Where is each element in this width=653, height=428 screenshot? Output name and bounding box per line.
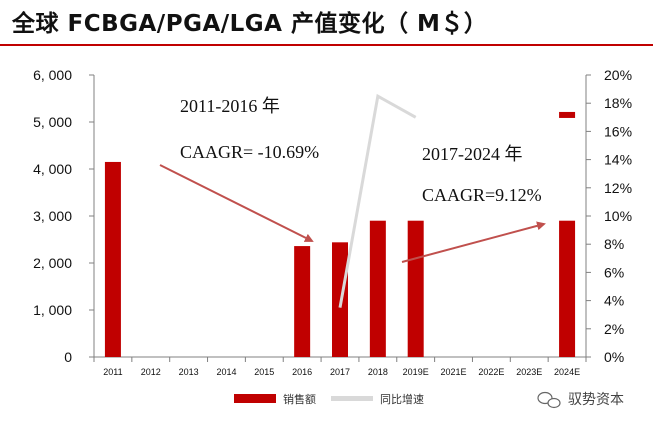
legend-swatch-sales [234,394,276,403]
y2-tick-label: 16% [604,123,632,139]
annotation-arrow-2011-2016 [159,164,314,242]
legend: 销售额 同比增速 [234,392,424,406]
y-tick-label: 2, 000 [33,255,72,271]
bar [407,220,424,357]
y-tick-label: 4, 000 [33,161,72,177]
annotation-arrow-2017-2024 [401,221,546,263]
x-tick-label: 2021E [441,367,467,377]
y-tick-label: 1, 000 [33,302,72,318]
y2-tick-label: 14% [604,152,632,168]
growth-line [338,93,417,308]
x-tick-label: 2014 [216,367,236,377]
y2-tick-label: 2% [604,321,624,337]
y-tick-labels-left: 0 1, 000 2, 000 3, 000 4, 000 5, 000 6, 000 [33,67,72,365]
page-title: 全球 FCBGA/PGA/LGA 产值变化（ M＄） [12,11,488,37]
legend-label-sales: 销售额 [283,392,316,406]
bar [369,220,386,357]
wechat-icon [537,391,561,409]
watermark-text: 驭势资本 [568,392,624,408]
x-tick-label: 2015 [254,367,274,377]
x-tick-label: 2016 [292,367,312,377]
y2-tick-label: 6% [604,264,624,280]
y2-tick-label: 12% [604,180,632,196]
x-tick-label: 2011 [103,367,122,377]
annotation-2-cagr: CAAGR=9.12% [422,185,542,205]
y2-tick-label: 10% [604,208,632,224]
x-tick-labels: 2011 2012 2013 2014 2015 2016 2017 2018 2019E 202… [103,367,580,377]
annotation-2-period: 2017-2024 年 [422,144,523,164]
y-tick-label: 0 [64,349,72,365]
annotation-1-period: 2011-2016 年 [180,96,280,116]
bar [294,246,311,357]
x-tick-label: 2019E [403,367,429,377]
y-tick-label: 3, 000 [33,208,72,224]
bar-series [104,161,576,357]
bar [104,161,121,357]
legend-swatch-growth [331,396,373,401]
title-divider [0,44,653,46]
x-tick-label: 2023E [516,367,542,377]
y2-tick-label: 20% [604,67,632,83]
x-tick-label: 2017 [330,367,350,377]
annotation-1-cagr: CAAGR= -10.69% [180,142,319,162]
y2-tick-label: 18% [604,95,632,111]
x-tick-label: 2018 [368,367,388,377]
x-tick-label: 2024E [554,367,580,377]
y2-tick-label: 8% [604,236,624,252]
y-tick-labels-right: 0% 2% 4% 6% 8% 10% 12% 14% 16% 18% 20% [604,67,632,365]
x-tick-label: 2013 [179,367,199,377]
x-tick-label: 2022E [478,367,504,377]
y-tick-label: 5, 000 [33,114,72,130]
y2-tick-label: 4% [604,293,624,309]
bar-2024E-cap-marker [559,111,576,118]
growth-line-series [338,93,576,308]
legend-label-growth: 同比增速 [380,392,424,406]
bar [559,220,576,357]
watermark: 驭势资本 [537,391,624,409]
y-tick-label: 6, 000 [33,67,72,83]
x-tick-label: 2012 [141,367,161,377]
y2-tick-label: 0% [604,349,624,365]
